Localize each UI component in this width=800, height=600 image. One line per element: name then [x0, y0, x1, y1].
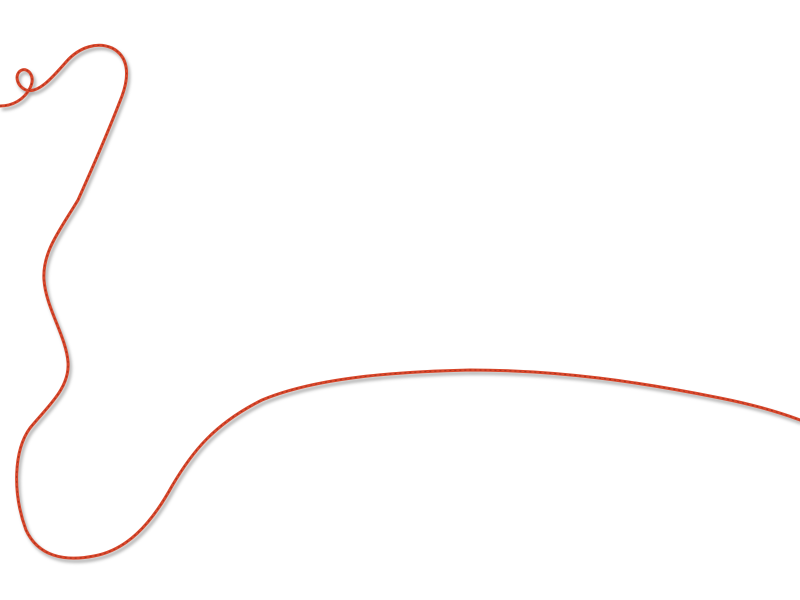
string-twist — [0, 44, 800, 559]
string-shadow — [1, 46, 800, 563]
string — [0, 43, 800, 560]
